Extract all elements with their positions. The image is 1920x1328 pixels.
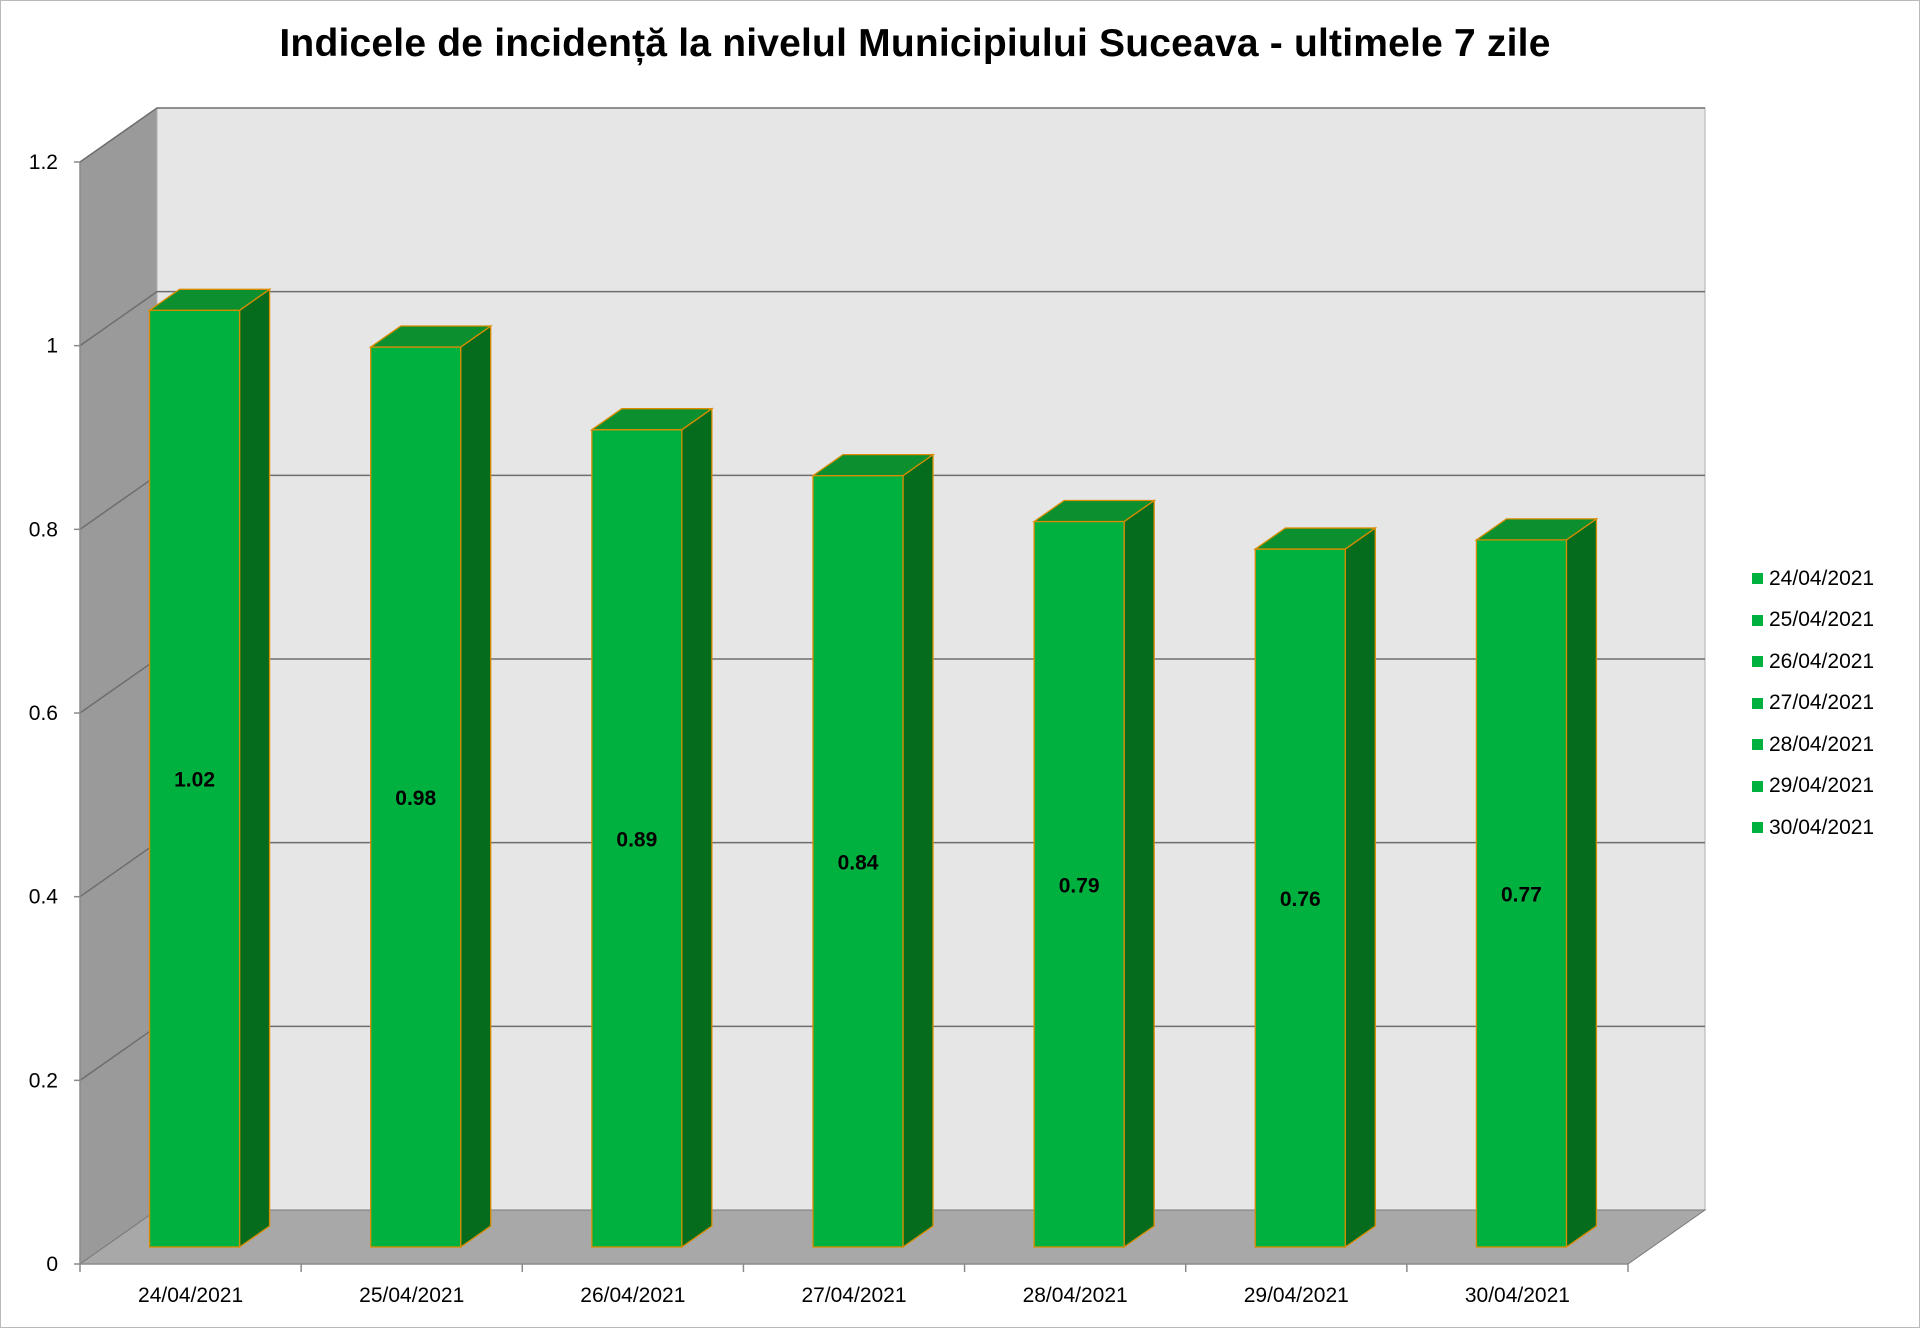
legend-item: 27/04/2021 <box>1752 683 1912 725</box>
y-tick-label: 0 <box>46 1253 58 1276</box>
legend-swatch <box>1752 697 1763 709</box>
legend-swatch <box>1752 739 1763 751</box>
data-label: 0.89 <box>616 828 657 851</box>
y-tick-label: 1 <box>46 335 58 358</box>
bar-27/04/2021 <box>812 474 904 1248</box>
bar-side-26/04/2021 <box>681 407 713 1249</box>
data-label: 1.02 <box>174 769 215 792</box>
legend-swatch <box>1752 780 1763 792</box>
legend-label: 26/04/2021 <box>1769 649 1875 673</box>
legend-swatch <box>1752 614 1763 626</box>
x-tick-label: 30/04/2021 <box>1465 1284 1570 1307</box>
legend-item: 25/04/2021 <box>1752 600 1912 642</box>
data-label: 0.79 <box>1059 874 1100 897</box>
legend-swatch <box>1752 822 1763 834</box>
legend-label: 29/04/2021 <box>1769 774 1875 798</box>
legend-item: 26/04/2021 <box>1752 641 1912 683</box>
bar-29/04/2021 <box>1254 548 1346 1248</box>
bar-top-27/04/2021 <box>810 453 936 477</box>
legend-label: 24/04/2021 <box>1769 566 1875 590</box>
bar-side-30/04/2021 <box>1565 517 1598 1249</box>
y-tick-label: 0.8 <box>29 518 58 541</box>
gridline <box>79 107 1705 163</box>
legend-swatch <box>1752 656 1763 668</box>
bar-side-25/04/2021 <box>460 324 492 1249</box>
chart-legend: 24/04/2021 25/04/2021 26/04/2021 27/04/2021… <box>1752 558 1912 849</box>
legend-item: 29/04/2021 <box>1752 766 1912 808</box>
bar-26/04/2021 <box>591 429 683 1248</box>
bar-side-27/04/2021 <box>902 453 934 1249</box>
legend-item: 28/04/2021 <box>1752 724 1912 766</box>
data-label: 0.98 <box>395 787 436 810</box>
y-tick-label: 0.2 <box>29 1069 58 1092</box>
legend-label: 27/04/2021 <box>1769 691 1875 715</box>
bar-24/04/2021 <box>148 309 241 1248</box>
y-tick-label: 1.2 <box>29 151 58 174</box>
bar-side-28/04/2021 <box>1123 499 1155 1249</box>
data-label: 0.84 <box>838 851 879 874</box>
bar-28/04/2021 <box>1033 520 1125 1248</box>
bar-top-29/04/2021 <box>1253 527 1378 550</box>
legend-item: 30/04/2021 <box>1752 807 1912 849</box>
legend-label: 25/04/2021 <box>1769 608 1875 632</box>
legend-label: 28/04/2021 <box>1769 732 1875 756</box>
bar-top-28/04/2021 <box>1032 499 1157 523</box>
chart-title: Indicele de incidență la nivelul Municip… <box>279 22 1551 65</box>
x-tick-label: 27/04/2021 <box>801 1284 906 1307</box>
bar-top-26/04/2021 <box>589 408 714 431</box>
bar-top-24/04/2021 <box>147 288 272 311</box>
y-tick-label: 0.6 <box>29 702 58 725</box>
x-tick-label: 25/04/2021 <box>359 1284 464 1307</box>
data-label: 0.76 <box>1280 888 1321 911</box>
legend-item: 24/04/2021 <box>1752 558 1912 600</box>
x-tick-label: 28/04/2021 <box>1023 1284 1128 1307</box>
data-label: 0.77 <box>1501 883 1542 906</box>
bar-top-25/04/2021 <box>368 325 493 348</box>
x-tick-label: 26/04/2021 <box>580 1284 685 1307</box>
y-tick-label: 0.4 <box>29 886 59 909</box>
bar-side-29/04/2021 <box>1344 526 1376 1249</box>
x-tick-label: 24/04/2021 <box>138 1284 243 1307</box>
bar-top-30/04/2021 <box>1474 518 1599 541</box>
x-tick-label: 29/04/2021 <box>1244 1284 1349 1307</box>
bar-30/04/2021 <box>1475 539 1568 1248</box>
legend-label: 30/04/2021 <box>1769 815 1875 839</box>
gridline <box>79 290 1705 347</box>
bar-side-24/04/2021 <box>238 288 271 1249</box>
legend-swatch <box>1752 573 1763 585</box>
bar-25/04/2021 <box>370 346 462 1248</box>
